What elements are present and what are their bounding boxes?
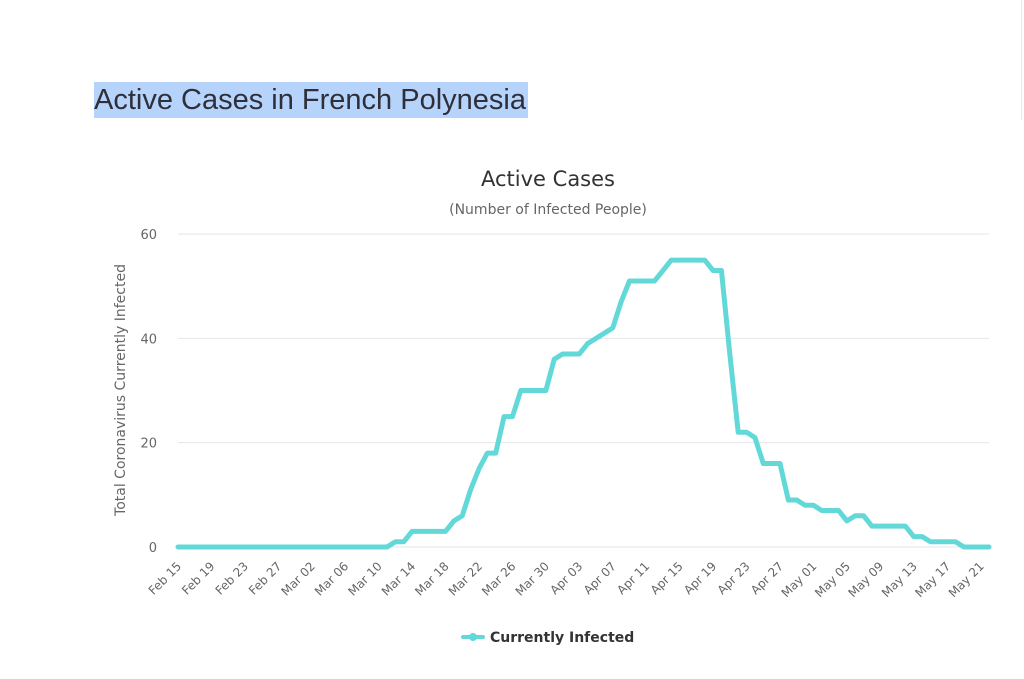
x-tick-label: May 05 (812, 559, 853, 600)
y-tick-labels: 0 20 40 60 (140, 228, 157, 556)
x-tick-label: May 09 (845, 559, 886, 600)
x-tick-label: Apr 15 (648, 559, 686, 597)
page-edge-divider (1021, 0, 1022, 120)
x-tick-label: Apr 19 (681, 559, 719, 597)
x-tick-label: Mar 26 (479, 559, 518, 598)
y-tick-label: 60 (140, 228, 157, 243)
x-tick-label: May 01 (779, 559, 820, 600)
chart-subtitle: (Number of Infected People) (449, 202, 647, 218)
series-layer (175, 257, 992, 550)
chart-title: Active Cases (481, 167, 615, 191)
x-tick-label: Mar 02 (278, 559, 317, 598)
y-tick-label: 0 (149, 541, 157, 556)
x-tick-label: May 17 (912, 559, 953, 600)
x-tick-label: Mar 30 (513, 559, 552, 598)
legend-swatch-marker (469, 633, 477, 641)
x-tick-label: Apr 07 (581, 559, 619, 597)
grid-lines (178, 233, 989, 548)
x-tick-label: Mar 14 (379, 559, 418, 598)
page-heading: Active Cases in French Polynesia (94, 82, 528, 118)
y-tick-label: 20 (140, 437, 157, 452)
x-tick-label: Feb 15 (146, 559, 184, 597)
y-tick-label: 40 (140, 332, 157, 347)
x-tick-label: Feb 19 (179, 559, 217, 597)
x-tick-label: Feb 27 (246, 559, 284, 597)
x-tick-label: May 13 (879, 559, 920, 600)
x-tick-label: Apr 03 (547, 559, 585, 597)
x-tick-label: May 21 (946, 559, 987, 600)
x-tick-label: Apr 11 (614, 559, 652, 597)
x-tick-label: Feb 23 (213, 559, 251, 597)
x-tick-label: Mar 18 (412, 559, 451, 598)
x-tick-label: Mar 06 (312, 559, 351, 598)
y-axis-label: Total Coronavirus Currently Infected (113, 264, 129, 517)
x-tick-label: Apr 23 (715, 559, 753, 597)
legend-label: Currently Infected (490, 630, 634, 646)
x-tick-label: Mar 10 (345, 559, 384, 598)
series-line-currently-infected[interactable] (175, 257, 992, 550)
chart-legend[interactable]: Currently Infected (461, 630, 634, 646)
x-tick-label: Mar 22 (446, 559, 485, 598)
